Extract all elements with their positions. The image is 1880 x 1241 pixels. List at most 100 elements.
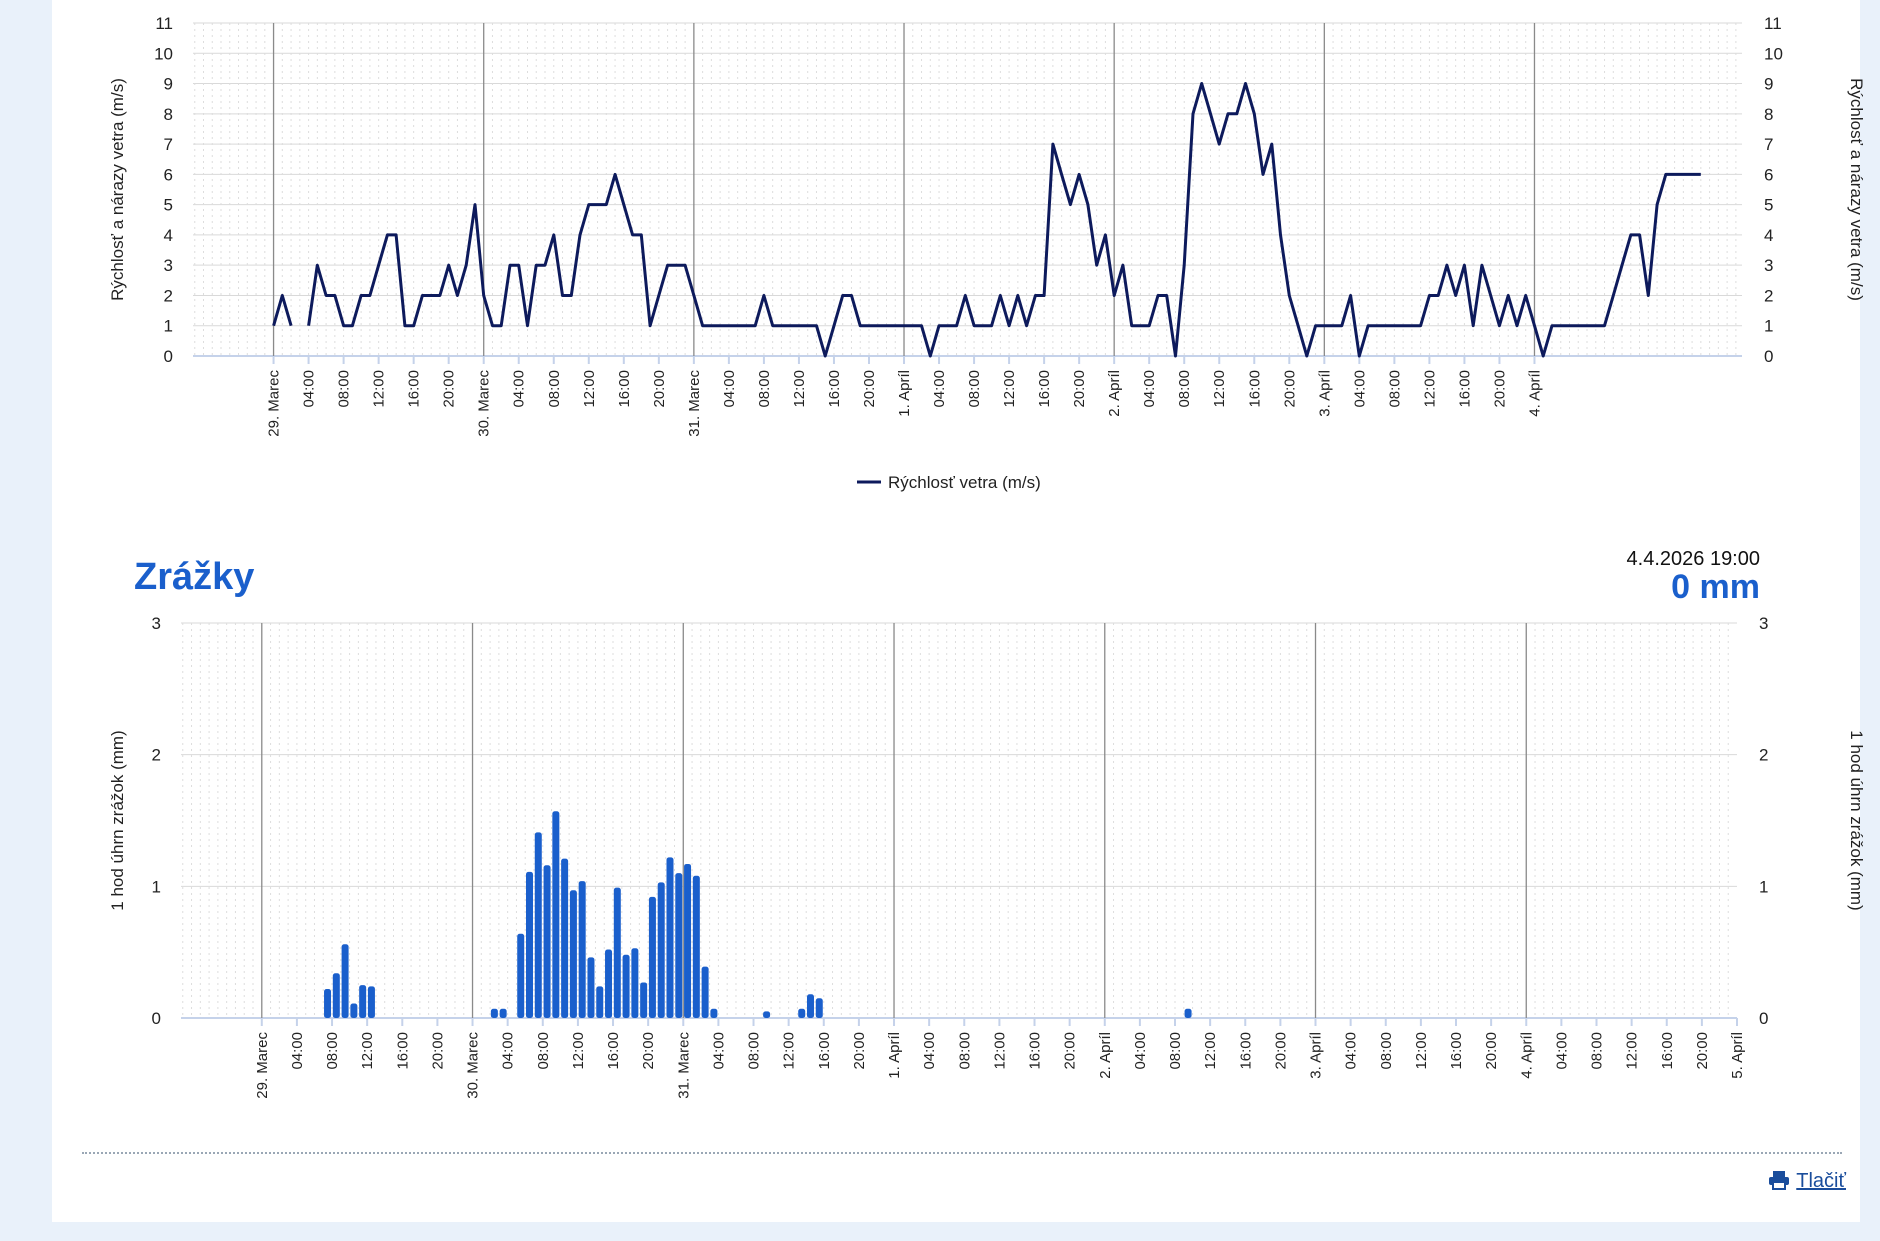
y-tick-left: 0: [152, 1009, 161, 1028]
x-tick-label: 04:00: [921, 1032, 938, 1070]
y-tick-right: 10: [1764, 44, 1783, 63]
y-tick-right: 7: [1764, 135, 1773, 154]
y-tick-left: 8: [164, 105, 173, 124]
y-tick-right: 4: [1764, 226, 1773, 245]
x-tick-label: 12:00: [1001, 370, 1018, 408]
x-tick-label: 04:00: [1343, 1032, 1360, 1070]
x-tick-label: 30. Marec: [465, 1032, 482, 1099]
y-axis-title-right: 1 hod úhrn zrážok (mm): [1847, 730, 1866, 910]
x-tick-label: 20:00: [1272, 1032, 1289, 1070]
y-tick-right: 1: [1759, 877, 1768, 896]
x-tick-label: 08:00: [336, 370, 353, 408]
rain-bar: [657, 882, 665, 1018]
x-tick-label: 16:00: [616, 370, 633, 408]
x-tick-label: 16:00: [1659, 1032, 1676, 1070]
y-tick-left: 3: [152, 614, 161, 633]
x-tick-label: 20:00: [861, 370, 878, 408]
x-tick-label: 08:00: [1589, 1032, 1606, 1070]
rain-bar: [534, 832, 542, 1018]
y-tick-left: 1: [164, 317, 173, 336]
y-tick-right: 0: [1764, 347, 1773, 366]
precipitation-chart: 0 0 1 1 2 2 3 3 29. Marec 04:00 08:00 12:00 16:00 20:…: [108, 614, 1866, 1099]
print-button[interactable]: Tlačiť: [1768, 1170, 1846, 1193]
y-axis-title-right: Rýchlosť a nárazy vetra (m/s): [1847, 78, 1866, 301]
y-tick-right: 9: [1764, 75, 1773, 94]
x-tick-label: 12:00: [1421, 370, 1438, 408]
y-tick-left: 1: [152, 877, 161, 896]
rain-bar: [710, 1008, 718, 1018]
y-tick-right: 3: [1759, 614, 1768, 633]
x-tick-label: 31. Marec: [675, 1032, 692, 1099]
x-tick-label: 08:00: [546, 370, 563, 408]
x-tick-label: 20:00: [1491, 370, 1508, 408]
rain-bar: [499, 1008, 507, 1018]
rain-bar: [666, 857, 674, 1018]
y-axis-title-left: 1 hod úhrn zrážok (mm): [108, 730, 127, 910]
y-tick-left: 10: [154, 44, 173, 63]
y-tick-left: 2: [164, 286, 173, 305]
rain-bar: [359, 985, 367, 1018]
x-tick-label: 08:00: [1378, 1032, 1395, 1070]
x-tick-label: 16:00: [1246, 370, 1263, 408]
x-tick-label: 04:00: [301, 370, 318, 408]
x-tick-label: 16:00: [1237, 1032, 1254, 1070]
rain-bar: [578, 881, 586, 1018]
rain-bar: [525, 871, 533, 1018]
rain-bar: [596, 986, 604, 1018]
x-tick-label: 20:00: [640, 1032, 657, 1070]
x-tick-label: 20:00: [851, 1032, 868, 1070]
x-tick-label: 08:00: [324, 1032, 341, 1070]
y-tick-right: 8: [1764, 105, 1773, 124]
y-tick-left: 3: [164, 256, 173, 275]
x-tick-label: 04:00: [289, 1032, 306, 1070]
y-tick-left: 5: [164, 196, 173, 215]
x-tick-label: 29. Marec: [266, 370, 283, 437]
x-tick-label: 16:00: [394, 1032, 411, 1070]
y-axis-title-left: Rýchlosť a nárazy vetra (m/s): [108, 78, 127, 301]
x-tick-label: 12:00: [991, 1032, 1008, 1070]
x-tick-label: 20:00: [1694, 1032, 1711, 1070]
rain-bar: [350, 1003, 358, 1018]
x-tick-label: 3. Apríl: [1308, 1032, 1325, 1079]
print-label: Tlačiť: [1796, 1170, 1846, 1192]
x-tick-label: 20:00: [1483, 1032, 1500, 1070]
x-tick-label: 08:00: [1167, 1032, 1184, 1070]
y-tick-right: 11: [1764, 14, 1782, 33]
x-tick-label: 08:00: [1176, 370, 1193, 408]
printer-icon: [1768, 1171, 1790, 1192]
x-tick-label: 4. Apríl: [1526, 370, 1543, 417]
precipitation-current-value: 0 mm: [1671, 568, 1760, 606]
x-tick-label: 12:00: [581, 370, 598, 408]
y-tick-left: 4: [164, 226, 173, 245]
x-tick-label: 16:00: [1036, 370, 1053, 408]
rain-bar: [543, 865, 551, 1018]
x-tick-label: 16:00: [1027, 1032, 1044, 1070]
rain-bar: [490, 1008, 498, 1018]
rain-bar: [622, 954, 630, 1018]
y-tick-left: 0: [164, 347, 173, 366]
x-tick-label: 3. Apríl: [1316, 370, 1333, 417]
rain-bar: [640, 982, 648, 1018]
x-tick-label: 30. Marec: [476, 370, 493, 437]
x-tick-label: 20:00: [429, 1032, 446, 1070]
rain-bar: [648, 896, 656, 1018]
y-tick-right: 2: [1764, 286, 1773, 305]
y-tick-right: 2: [1759, 746, 1768, 765]
precipitation-timestamp: 4.4.2026 19:00: [1626, 548, 1760, 570]
x-tick-label: 04:00: [500, 1032, 517, 1070]
rain-bar: [605, 949, 613, 1018]
y-tick-right: 1: [1764, 317, 1773, 336]
x-tick-label: 5. Apríl: [1729, 1032, 1746, 1079]
x-tick-label: 16:00: [406, 370, 423, 408]
x-tick-label: 20:00: [1281, 370, 1298, 408]
rain-bar: [517, 933, 525, 1018]
section-divider: [82, 1152, 1842, 1154]
x-tick-label: 04:00: [1351, 370, 1368, 408]
x-tick-label: 2. Apríl: [1106, 370, 1123, 417]
rain-bar: [1184, 1008, 1192, 1018]
rain-bar: [332, 973, 340, 1018]
rain-bar: [806, 994, 814, 1018]
x-tick-label: 08:00: [756, 370, 773, 408]
x-tick-label: 20:00: [651, 370, 668, 408]
x-tick-label: 12:00: [781, 1032, 798, 1070]
